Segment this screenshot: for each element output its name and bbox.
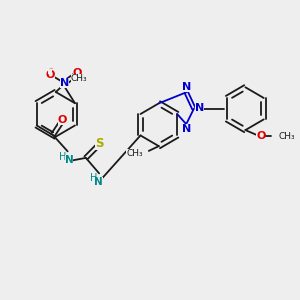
Text: O: O xyxy=(73,68,82,79)
Text: H: H xyxy=(89,173,97,183)
Text: CH₃: CH₃ xyxy=(70,74,87,83)
Text: N: N xyxy=(182,124,191,134)
Text: O: O xyxy=(46,70,55,80)
Text: ⁻: ⁻ xyxy=(48,65,52,74)
Text: H: H xyxy=(58,152,66,162)
Text: N: N xyxy=(195,103,204,113)
Text: S: S xyxy=(95,137,103,150)
Text: CH₃: CH₃ xyxy=(126,149,143,158)
Text: N: N xyxy=(94,177,103,187)
Text: CH₃: CH₃ xyxy=(278,131,295,140)
Text: O: O xyxy=(256,131,266,141)
Text: O: O xyxy=(58,115,67,124)
Text: N: N xyxy=(65,155,74,165)
Text: N: N xyxy=(182,82,191,92)
Text: N: N xyxy=(60,78,69,88)
